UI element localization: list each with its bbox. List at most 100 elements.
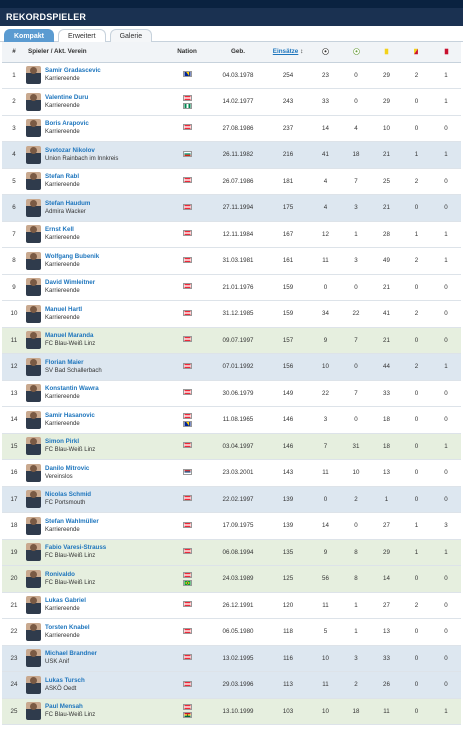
- player-name-link[interactable]: Danilo Mitrovic: [45, 464, 90, 472]
- player-name-link[interactable]: Ronivaldo: [45, 570, 75, 578]
- player-cell: Ernst Kell Karriereende: [26, 221, 164, 248]
- col-appearances[interactable]: Einsätze ↕: [266, 42, 310, 63]
- player-name-link[interactable]: Florian Maier: [45, 358, 84, 366]
- player-club[interactable]: FC Blau-Weiß Linz: [45, 447, 96, 454]
- player-photo[interactable]: [26, 357, 41, 376]
- player-name-link[interactable]: Samir Hasanovic: [45, 411, 95, 419]
- player-name-link[interactable]: Manuel Hartl: [45, 305, 83, 313]
- nation-cell: [164, 539, 210, 566]
- player-club[interactable]: Admira Wacker: [45, 208, 86, 215]
- col-nation: Nation: [164, 42, 210, 63]
- player-photo[interactable]: [26, 198, 41, 217]
- player-club[interactable]: USK Anif: [45, 659, 70, 666]
- player-club[interactable]: FC Blau-Weiß Linz: [45, 579, 96, 586]
- goals-cell: 12: [310, 221, 341, 248]
- tab-erweitert[interactable]: Erweitert: [57, 29, 106, 42]
- yellow-cards-cell: 41: [371, 300, 402, 328]
- player-name-link[interactable]: Stefan Haudum: [45, 199, 91, 207]
- player-photo[interactable]: [26, 490, 41, 509]
- player-name-link[interactable]: Valentine Duru: [45, 93, 89, 101]
- col-assists[interactable]: [341, 42, 371, 63]
- player-name-link[interactable]: Konstantin Wawra: [45, 385, 99, 393]
- player-club[interactable]: ASKÖ Oedt: [45, 685, 77, 692]
- player-photo[interactable]: [26, 569, 41, 588]
- player-photo[interactable]: [26, 331, 41, 350]
- appearances-cell: 125: [266, 565, 310, 593]
- player-photo[interactable]: [26, 225, 41, 244]
- player-photo[interactable]: [26, 516, 41, 535]
- table-row: 3 Boris Arapovic Karriereende 27.08.1986 237…: [2, 115, 461, 142]
- player-name-link[interactable]: Boris Arapovic: [45, 120, 89, 128]
- player-photo[interactable]: [26, 463, 41, 482]
- appearances-sort-link[interactable]: Einsätze: [272, 48, 299, 56]
- player-name-link[interactable]: Michael Brandner: [45, 650, 97, 658]
- col-red-cards[interactable]: [431, 42, 461, 63]
- player-photo[interactable]: [26, 384, 41, 403]
- player-name-link[interactable]: Lukas Tursch: [45, 676, 85, 684]
- player-photo[interactable]: [26, 410, 41, 429]
- col-rank: #: [2, 42, 26, 63]
- player-name-link[interactable]: David Wimleitner: [45, 279, 96, 287]
- col-goals[interactable]: [310, 42, 341, 63]
- player-name-link[interactable]: Svetozar Nikolov: [45, 146, 95, 154]
- player-name-link[interactable]: Paul Mensah: [45, 703, 83, 711]
- yellow-red-cards-cell: 0: [402, 380, 431, 407]
- yellow-red-cards-cell: 2: [402, 300, 431, 328]
- player-photo[interactable]: [26, 649, 41, 668]
- assists-cell: 18: [341, 698, 371, 725]
- player-name-link[interactable]: Wolfgang Bubenik: [45, 252, 100, 260]
- player-photo[interactable]: [26, 92, 41, 111]
- col-yellow-red-cards[interactable]: [402, 42, 431, 63]
- tab-kompakt[interactable]: Kompakt: [4, 29, 54, 42]
- assists-cell: 2: [341, 486, 371, 513]
- rank-cell: 16: [2, 459, 26, 487]
- player-photo[interactable]: [26, 304, 41, 323]
- player-photo[interactable]: [26, 172, 41, 191]
- player-photo[interactable]: [26, 251, 41, 270]
- rank-cell: 12: [2, 353, 26, 381]
- table-row: 22 Torsten Knabel Karriereende 06.05.1980 11…: [2, 618, 461, 646]
- red-cards-cell: 1: [431, 141, 461, 169]
- player-name-link[interactable]: Samir Gradascevic: [45, 67, 101, 75]
- player-photo[interactable]: [26, 675, 41, 694]
- player-name-link[interactable]: Fabio Varesi-Strauss: [45, 544, 107, 552]
- player-photo[interactable]: [26, 145, 41, 164]
- player-name-link[interactable]: Manuel Maranda: [45, 332, 94, 340]
- player-photo[interactable]: [26, 66, 41, 85]
- assists-cell: 4: [341, 115, 371, 142]
- red-cards-cell: 0: [431, 645, 461, 672]
- table-row: 4 Svetozar Nikolov Union Rainbach im Innkr…: [2, 141, 461, 169]
- player-club[interactable]: FC Blau-Weiß Linz: [45, 553, 96, 560]
- player-name-link[interactable]: Simon Pirkl: [45, 438, 80, 446]
- yellow-cards-cell: 1: [371, 486, 402, 513]
- born-cell: 26.12.1991: [210, 592, 266, 619]
- player-photo[interactable]: [26, 278, 41, 297]
- tab-galerie[interactable]: Galerie: [109, 29, 153, 42]
- player-name-link[interactable]: Ernst Kell: [45, 226, 74, 234]
- col-yellow-cards[interactable]: [371, 42, 402, 63]
- player-name-link[interactable]: Nicolas Schmid: [45, 491, 92, 499]
- player-name-link[interactable]: Stefan Wahlmüller: [45, 517, 99, 525]
- player-photo[interactable]: [26, 437, 41, 456]
- player-club[interactable]: FC Blau-Weiß Linz: [45, 341, 96, 348]
- player-name-link[interactable]: Torsten Knabel: [45, 623, 90, 631]
- rank-cell: 23: [2, 645, 26, 672]
- yellow-cards-cell: 29: [371, 88, 402, 116]
- player-club[interactable]: Union Rainbach im Innkreis: [45, 155, 119, 162]
- player-photo[interactable]: [26, 543, 41, 562]
- player-name-link[interactable]: Lukas Gabriel: [45, 597, 86, 605]
- player-club[interactable]: SV Bad Schallerbach: [45, 367, 102, 374]
- player-photo[interactable]: [26, 596, 41, 615]
- col-born[interactable]: Geb.: [210, 42, 266, 63]
- player-photo[interactable]: [26, 702, 41, 721]
- born-cell: 13.02.1995: [210, 645, 266, 672]
- red-cards-cell: 0: [431, 486, 461, 513]
- player-photo[interactable]: [26, 622, 41, 641]
- assists-cell: 31: [341, 433, 371, 460]
- player-photo[interactable]: [26, 119, 41, 138]
- serbia-flag-icon: [182, 468, 192, 475]
- player-club[interactable]: FC Blau-Weiß Linz: [45, 712, 96, 719]
- player-club[interactable]: FC Portsmouth: [45, 500, 86, 507]
- nation-cell: [164, 62, 210, 89]
- player-name-link[interactable]: Stefan Rabl: [45, 173, 80, 181]
